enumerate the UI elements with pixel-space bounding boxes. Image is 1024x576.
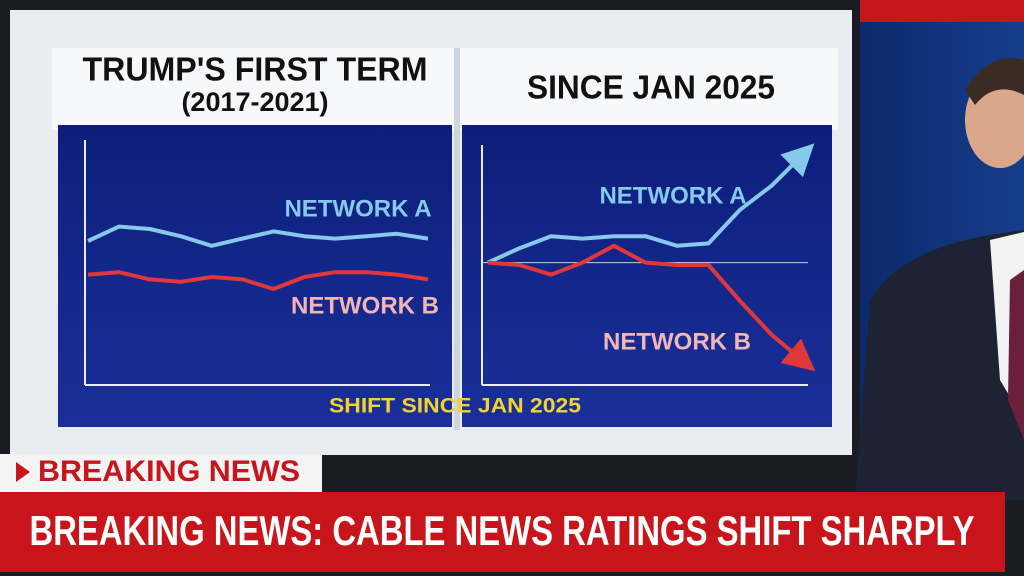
caption: SHIFT SINCE JAN 2025 bbox=[329, 395, 581, 418]
headline: BREAKING NEWS: CABLE NEWS RATINGS SHIFT … bbox=[30, 507, 975, 554]
chart-panel bbox=[58, 125, 452, 427]
series-label: NETWORK A bbox=[599, 182, 746, 209]
series-line bbox=[87, 224, 429, 248]
series-line bbox=[87, 270, 429, 291]
anchor-tie bbox=[1008, 270, 1024, 440]
tag-arrow bbox=[16, 462, 30, 482]
anchor-hair bbox=[965, 58, 1024, 105]
series-label: NETWORK B bbox=[291, 292, 439, 319]
chart-panel bbox=[462, 125, 832, 427]
studio-red-strip bbox=[860, 0, 1024, 22]
series-line bbox=[487, 243, 816, 372]
anchor-suit bbox=[855, 230, 1024, 500]
chart-title: TRUMP'S FIRST TERM bbox=[83, 51, 428, 88]
series-line bbox=[487, 143, 815, 265]
chart-title: SINCE JAN 2025 bbox=[527, 69, 775, 106]
series-label: NETWORK A bbox=[284, 195, 431, 222]
tag-box bbox=[0, 454, 322, 492]
chart-subtitle: (2017-2021) bbox=[181, 87, 328, 117]
headline-banner bbox=[0, 492, 1005, 572]
breaking-tag: BREAKING NEWS bbox=[38, 455, 300, 488]
title-band bbox=[52, 48, 838, 130]
series-label: NETWORK B bbox=[603, 328, 751, 355]
